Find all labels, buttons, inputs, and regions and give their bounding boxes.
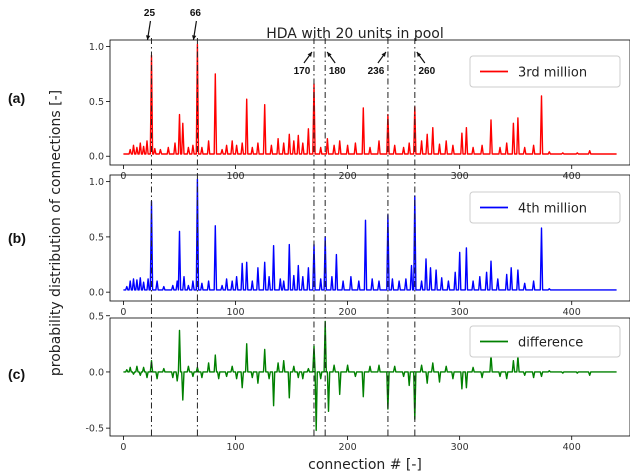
x-tick-label: 300 [451,442,469,453]
x-tick-label: 200 [339,442,357,453]
annotation-label: 260 [418,66,435,77]
x-axis-label: connection # [-] [308,457,422,473]
panel-frame [109,39,630,166]
annotation-label: 66 [190,8,202,19]
legend-box [469,191,621,224]
panel-frame [109,174,630,302]
y-tick-label: 1.0 [89,42,104,53]
legend-box [469,325,621,358]
panel-1: 0.0 0.5 1.0 0 100 200 300 400 (a) 3rd million [8,39,630,182]
y-axis-label: probability distribution of connections … [48,90,64,376]
legend-box [469,55,621,88]
annotation-arrowhead [307,52,312,57]
annotation-arrowhead [146,35,151,40]
annotation-arrowhead [327,52,332,57]
y-tick-label: -0.5 [85,424,104,435]
x-tick-label: 300 [451,171,469,182]
panel-frame [109,317,630,437]
panel-tag: (c) [8,366,25,382]
panel-tag: (a) [8,90,25,106]
annotation-arrowhead [192,35,197,40]
series-line [123,178,617,291]
series-line [123,320,617,432]
legend: 3rd million [469,55,621,88]
x-tick-label: 0 [120,171,126,182]
x-tick-label: 200 [339,171,357,182]
annotation-arrowhead [416,52,422,57]
annotation-arrowhead [381,52,386,57]
annotation-236: 236 [368,38,389,436]
x-tick-label: 400 [563,442,581,453]
panel-tag: (b) [8,230,26,246]
x-tick-label: 100 [226,171,244,182]
x-tick-label: 300 [451,307,469,318]
panel-3: -0.5 0.0 0.5 0 100 200 300 400 (c) difference [8,311,630,453]
x-tick-label: 0 [120,307,126,318]
y-tick-label: 0.0 [89,288,104,299]
annotation-25: 25 [144,8,156,436]
legend: difference [469,325,621,358]
y-tick-label: 0.0 [89,367,104,378]
annotation-label: 25 [144,8,156,19]
panel-2: 0.0 0.5 1.0 0 100 200 300 400 (b) 4th million [8,174,630,318]
legend-label: 3rd million [518,66,587,81]
panels: 0.00.51.00 100 200 300 400(a)3rd million0.00… [8,39,630,453]
y-tick-label: 0.5 [89,97,104,108]
y-tick-label: 0.5 [89,232,104,243]
chart-title: HDA with 20 units in pool [266,26,444,42]
annotation-label: 170 [294,66,311,77]
legend: 4th million [469,191,621,224]
annotation-180: 180 [324,38,346,436]
x-tick-label: 100 [226,442,244,453]
y-tick-label: 1.0 [89,177,104,188]
x-tick-label: 100 [226,307,244,318]
y-tick-label: 0.5 [89,311,104,322]
annotation-label: 236 [368,66,385,77]
y-tick-label: 0.0 [89,152,104,163]
legend-label: 4th million [518,202,587,217]
x-tick-label: 400 [563,171,581,182]
annotation-170: 170 [294,38,315,436]
x-tick-label: 200 [339,307,357,318]
x-tick-label: 400 [563,307,581,318]
annotations: 25 66 170 180 236 260 [144,8,436,436]
legend-label: difference [518,336,583,351]
x-tick-label: 0 [120,442,126,453]
annotation-66: 66 [190,8,202,436]
annotation-260: 260 [414,38,436,436]
annotation-label: 180 [329,66,346,77]
